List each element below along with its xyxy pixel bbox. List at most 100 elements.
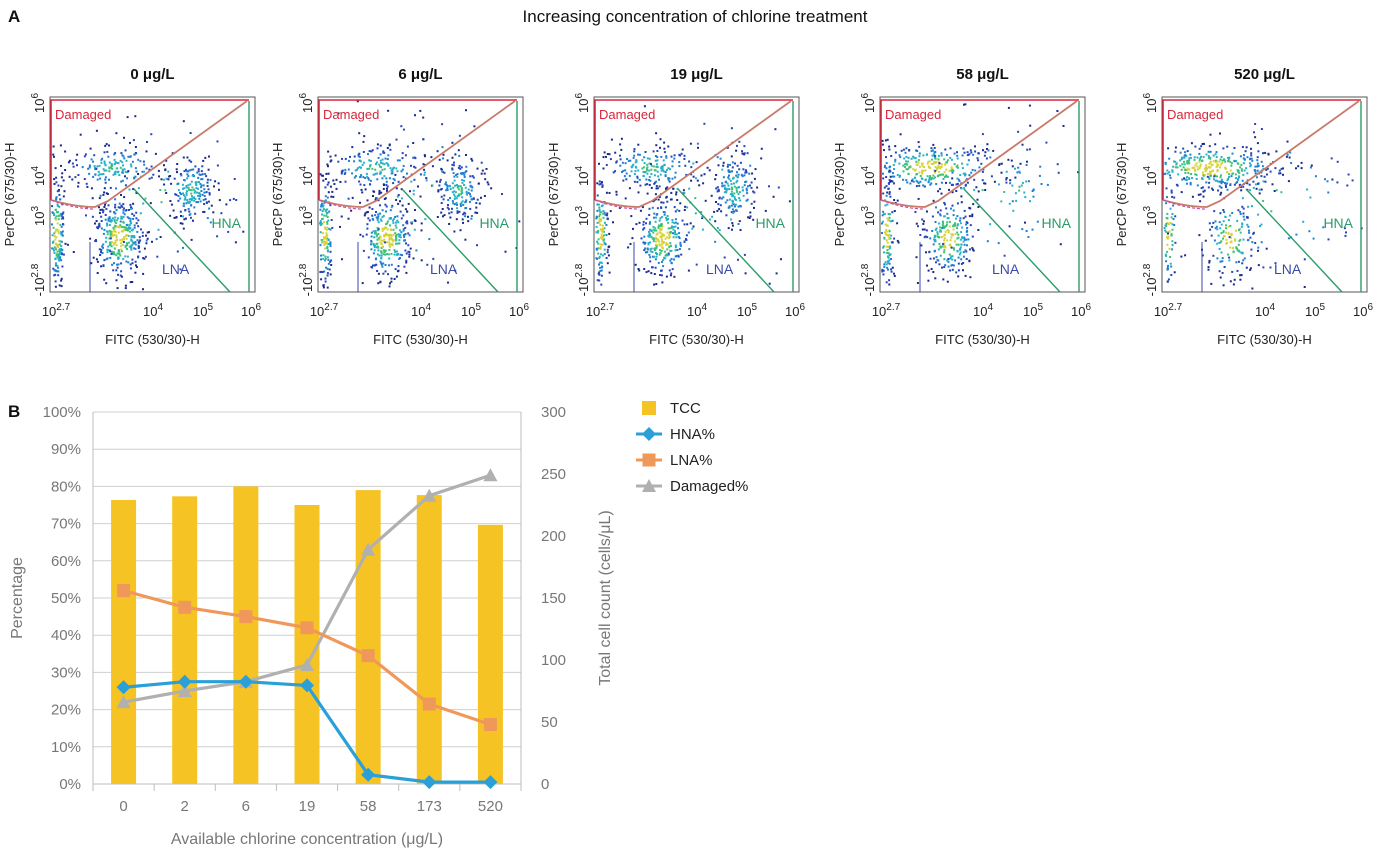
flow-dot	[714, 220, 717, 223]
flow-dot	[384, 264, 387, 266]
flow-dot	[475, 202, 478, 204]
flow-dot	[1014, 192, 1017, 195]
flow-dot	[732, 211, 735, 214]
flow-dot	[171, 152, 174, 155]
flow-dot	[1217, 180, 1220, 183]
flow-dot	[473, 125, 476, 128]
flow-dot	[924, 235, 927, 238]
flow-dot	[915, 160, 918, 163]
flow-dot	[1226, 145, 1229, 148]
flow-dot	[601, 236, 604, 239]
flow-dot	[963, 103, 965, 106]
flow-dot	[891, 175, 894, 178]
flow-dot	[366, 223, 369, 226]
flow-dot	[1171, 240, 1174, 243]
flow-dot	[627, 159, 630, 162]
flow-dot	[1327, 238, 1330, 241]
flow-dot	[139, 212, 142, 215]
flow-dot	[1209, 166, 1212, 169]
flow-dot	[403, 265, 406, 268]
flow-dot	[937, 164, 940, 167]
flow-dot	[1199, 193, 1202, 196]
flow-dot	[1259, 225, 1261, 228]
flow-dot	[1238, 240, 1241, 243]
flow-dot	[1220, 186, 1223, 189]
flow-dot	[918, 145, 921, 148]
flow-dot	[645, 217, 648, 220]
flow-dot	[197, 194, 199, 197]
flow-dot	[1199, 165, 1202, 168]
flow-dot	[382, 151, 385, 154]
flow-dot	[654, 220, 657, 223]
flow-dot	[1166, 243, 1169, 246]
flow-dot	[141, 170, 144, 173]
flow-dot	[462, 221, 464, 224]
flow-dot	[1205, 181, 1208, 184]
flow-dot	[728, 188, 731, 191]
flow-dot	[119, 159, 122, 162]
flow-dot	[337, 160, 340, 163]
flow-dot	[737, 193, 740, 196]
flow-dot	[986, 143, 989, 146]
flow-dot	[122, 243, 124, 246]
flow-dot	[1000, 162, 1003, 165]
flow-dot	[198, 197, 201, 200]
flow-dot	[981, 179, 984, 182]
flow-dot	[968, 153, 971, 156]
flow-dot	[964, 174, 966, 177]
flow-dot	[943, 158, 946, 161]
flow-dot	[420, 222, 423, 225]
flow-dot	[952, 264, 955, 267]
flow-dot	[130, 206, 132, 209]
flow-dot	[909, 182, 912, 185]
flow-dot	[385, 210, 387, 213]
flow-dot	[666, 231, 669, 234]
flow-dot	[105, 143, 108, 146]
flow-dot	[1230, 162, 1233, 165]
bar-tcc	[355, 490, 381, 784]
flow-dot	[619, 154, 621, 157]
flow-dot	[58, 249, 61, 252]
flow-dot	[55, 211, 58, 214]
flow-dot	[650, 163, 652, 165]
flow-dot	[184, 217, 187, 220]
flow-dot	[662, 201, 665, 204]
flow-dot	[388, 243, 391, 246]
flow-dot	[107, 245, 110, 248]
flow-dot	[633, 173, 636, 175]
flow-dot	[456, 207, 459, 210]
flow-dot	[1229, 160, 1232, 163]
flow-dot	[971, 168, 974, 171]
flow-dot	[467, 215, 469, 218]
flow-dot	[400, 231, 403, 234]
flow-dot	[731, 188, 733, 191]
flow-dot	[630, 215, 633, 218]
flow-dot	[175, 216, 178, 218]
flow-dot	[683, 154, 686, 157]
flow-dot	[386, 147, 389, 149]
flow-dot	[1226, 171, 1229, 174]
flow-dot	[1209, 160, 1212, 163]
flow-dot	[1218, 185, 1221, 188]
flow-dot	[982, 149, 984, 152]
flow-dot	[1254, 172, 1257, 175]
flow-dot	[907, 173, 910, 176]
flow-dot	[329, 250, 332, 253]
flow-dot	[451, 207, 453, 210]
flow-dot	[102, 232, 105, 235]
flow-dot	[977, 152, 980, 155]
flow-dot	[1039, 165, 1042, 168]
flow-dot	[601, 204, 604, 207]
flow-dot	[52, 240, 55, 243]
flow-dot	[671, 165, 674, 168]
flow-dot	[329, 185, 332, 188]
flow-dot	[647, 242, 650, 244]
marker-square	[239, 610, 253, 624]
flow-dot	[117, 256, 120, 259]
flow-dot	[107, 219, 110, 222]
y-tick-label: 20%	[51, 702, 81, 719]
flow-dot	[1260, 128, 1263, 130]
flow-dot	[1169, 176, 1172, 179]
flow-dot	[131, 212, 134, 215]
flow-dot	[608, 232, 611, 235]
